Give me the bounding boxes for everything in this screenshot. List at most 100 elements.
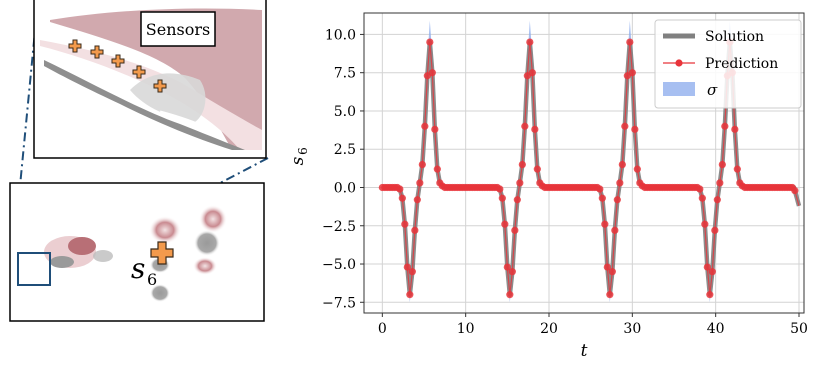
prediction-point-47: [496, 185, 504, 193]
prediction-point-16: [418, 160, 426, 169]
prediction-point-50: [503, 263, 511, 271]
prediction-point-136: [718, 160, 726, 169]
prediction-point-52: [508, 268, 516, 276]
y-tick-label-0: −7.5: [322, 295, 356, 311]
prediction-point-90: [603, 263, 611, 271]
prediction-point-54: [513, 196, 521, 204]
prediction-point-51: [506, 291, 514, 299]
prediction-point-137: [721, 122, 729, 130]
prediction-point-60: [528, 69, 536, 77]
sensor-marker-1: [68, 39, 82, 53]
prediction-point-21: [431, 125, 439, 133]
legend-sigma-label: σ: [707, 81, 718, 99]
plot-frame: [363, 12, 805, 314]
prediction-point-10: [403, 263, 411, 271]
prediction-point-55: [516, 179, 524, 187]
y-axis-label-subscript: 6: [296, 147, 310, 155]
prediction-point-20: [428, 69, 436, 77]
prediction-point-88: [598, 194, 606, 202]
prediction-point-22: [433, 165, 441, 173]
prediction-point-14: [413, 196, 421, 204]
prediction-point-8: [398, 194, 406, 202]
prediction-point-94: [613, 196, 621, 204]
y-tick-label-6: 7.5: [334, 66, 356, 82]
sensor-s6-symbol: s: [131, 252, 145, 285]
y-tick-label-2: −2.5: [322, 219, 356, 235]
prediction-point-59: [526, 38, 534, 46]
prediction-point-100: [628, 69, 636, 77]
prediction-point-131: [706, 291, 714, 299]
x-tick-label-0: 0: [378, 321, 387, 337]
prediction-point-87: [596, 185, 604, 193]
x-tick-label-5: 50: [790, 321, 808, 337]
prediction-point-56: [518, 160, 526, 169]
prediction-point-99: [626, 38, 634, 46]
prediction-point-102: [633, 165, 641, 173]
prediction-point-141: [731, 125, 739, 133]
tick-labels: 0 10 20 30 40 50 −7.5 −5.0 −2.5 0.0 2.5 5.0 7.5 10.0: [322, 27, 808, 337]
y-tick-label-4: 2.5: [334, 142, 356, 158]
prediction-point-142: [733, 165, 741, 173]
x-tick-label-2: 20: [540, 321, 558, 337]
prediction-point-9: [401, 220, 409, 228]
flow-schematic-svg: Sensors s 6: [9, 0, 269, 322]
sensors-label: Sensors: [146, 20, 210, 39]
sensor-marker-2: [90, 45, 104, 59]
sensor-marker-4: [132, 65, 146, 79]
legend: Solution Prediction σ: [654, 19, 802, 109]
prediction-point-91: [606, 291, 614, 299]
x-tick-label-4: 40: [707, 321, 725, 337]
prediction-point-53: [511, 226, 519, 234]
legend-sigma-swatch: [663, 82, 695, 96]
prediction-point-101: [631, 125, 639, 133]
legend-prediction-label: Prediction: [705, 56, 778, 72]
sensors-label-box: [140, 11, 216, 47]
prediction-point-17: [421, 122, 429, 130]
prediction-point-93: [611, 226, 619, 234]
prediction-point-95: [616, 179, 624, 187]
y-tick-label-1: −5.0: [322, 257, 356, 273]
zoom-region-box: [17, 252, 51, 286]
flow-schematic: Sensors s 6: [0, 0, 272, 364]
prediction-layer: [378, 38, 800, 299]
prediction-point-132: [708, 268, 716, 276]
prediction-point-133: [711, 226, 719, 234]
prediction-point-7: [396, 185, 404, 193]
legend-prediction-marker: [675, 59, 683, 67]
prediction-point-97: [621, 122, 629, 130]
prediction-point-49: [501, 220, 509, 228]
y-axis-label: s 6: [288, 147, 310, 165]
prediction-point-134: [713, 196, 721, 204]
sensor-s6-marker: [150, 241, 174, 265]
chart-svg: 0 10 20 30 40 50−7.5−5.0−2.50.02.55.07.510.0 …: [288, 12, 808, 361]
sensor-marker-5: [153, 79, 167, 93]
y-axis-label-symbol: s: [288, 156, 308, 165]
x-tick-label-3: 30: [623, 321, 641, 337]
chart: 0 10 20 30 40 50 −7.5 −5.0 −2.5 0.0 2.5 5.0 7.5 10.0 …: [272, 0, 813, 364]
prediction-point-127: [696, 185, 704, 193]
prediction-point-62: [533, 165, 541, 173]
sensor-marker-3: [111, 54, 125, 68]
x-tick-label-1: 10: [457, 321, 475, 337]
prediction-point-165: [791, 186, 799, 195]
prediction-point-96: [618, 160, 626, 169]
prediction-point-57: [521, 122, 529, 130]
prediction-point-130: [703, 263, 711, 271]
prediction-point-61: [531, 125, 539, 133]
y-tick-label-3: 0.0: [334, 180, 356, 196]
zoom-line-right: [49, 157, 269, 273]
prediction-point-12: [408, 268, 416, 276]
legend-solution-label: Solution: [705, 29, 764, 45]
prediction-point-128: [698, 194, 706, 202]
sensor-markers: [68, 39, 167, 93]
wake-frame: [9, 182, 265, 322]
sensor-s6-subscript: 6: [147, 270, 157, 289]
prediction-point-89: [601, 220, 609, 228]
prediction-point-129: [701, 220, 709, 228]
prediction-point-48: [498, 194, 506, 202]
y-tick-label-5: 5.0: [334, 104, 356, 120]
prediction-point-92: [608, 268, 616, 276]
x-axis-label: t: [581, 341, 588, 361]
prediction-point-13: [411, 226, 419, 234]
axes: [363, 12, 805, 314]
